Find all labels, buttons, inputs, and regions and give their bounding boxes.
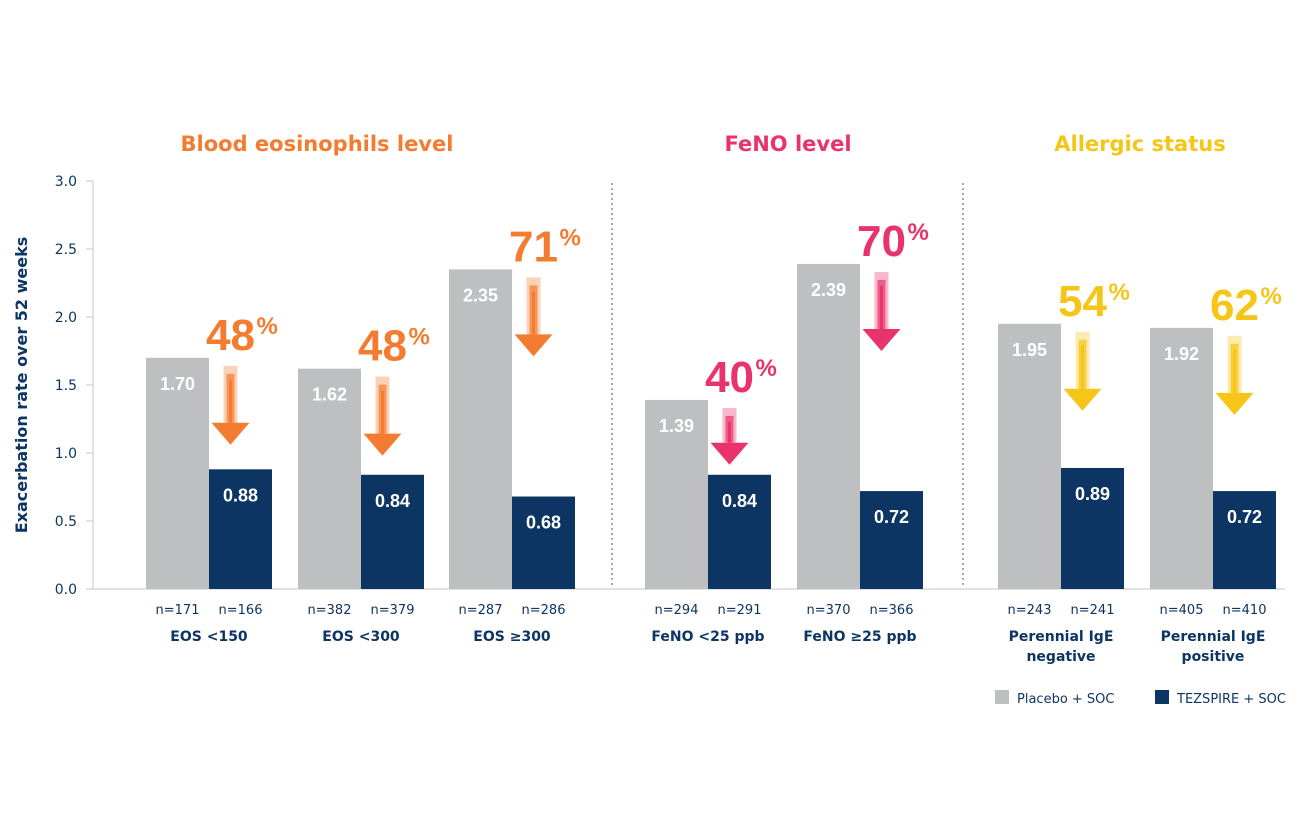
tezspire-value-label: 0.89	[1075, 484, 1110, 504]
reduction-percent-sign: %	[1261, 283, 1282, 310]
tezspire-bar	[1061, 467, 1124, 589]
reduction-arrow-icon	[363, 376, 402, 456]
placebo-value-label: 1.62	[312, 385, 347, 405]
category-label: EOS ≥300	[473, 629, 551, 645]
placebo-n-label: n=294	[655, 603, 699, 618]
tezspire-value-label: 0.68	[526, 513, 561, 533]
tezspire-n-label: n=379	[371, 603, 415, 618]
tezspire-value-label: 0.88	[223, 485, 258, 505]
category-label: FeNO ≥25 ppb	[803, 629, 916, 645]
placebo-n-label: n=287	[459, 603, 503, 618]
y-tick-label: 2.5	[55, 242, 77, 258]
placebo-bar	[298, 368, 361, 589]
y-tick-label: 3.0	[55, 174, 77, 190]
category-label: EOS <150	[170, 629, 248, 645]
category-label: negative	[1026, 649, 1095, 665]
tezspire-value-label: 0.84	[722, 491, 757, 511]
placebo-bar	[645, 399, 708, 589]
reduction-arrow-icon	[1215, 335, 1254, 415]
tezspire-bar	[512, 496, 575, 589]
placebo-value-label: 1.95	[1012, 340, 1047, 360]
y-tick-label: 0.5	[55, 514, 77, 530]
tezspire-value-label: 0.72	[874, 507, 909, 527]
placebo-value-label: 2.39	[811, 280, 846, 300]
tezspire-value-label: 0.84	[375, 491, 410, 511]
tezspire-value-label: 0.72	[1227, 507, 1262, 527]
tezspire-n-label: n=241	[1071, 603, 1115, 618]
reduction-percent: 70	[857, 217, 906, 266]
reduction-percent-sign: %	[756, 355, 777, 382]
placebo-n-label: n=370	[807, 603, 851, 618]
reduction-percent-sign: %	[908, 219, 929, 246]
tezspire-bar	[860, 491, 923, 589]
reduction-arrow-icon	[211, 365, 250, 445]
placebo-value-label: 1.39	[659, 416, 694, 436]
placebo-value-label: 1.92	[1164, 344, 1199, 364]
y-tick-label: 1.5	[55, 378, 77, 394]
y-axis-title: Exacerbation rate over 52 weeks	[12, 237, 31, 534]
y-tick-label: 1.0	[55, 446, 77, 462]
tezspire-bar	[209, 469, 272, 589]
placebo-n-label: n=171	[156, 603, 200, 618]
placebo-value-label: 2.35	[463, 285, 498, 305]
reduction-percent-sign: %	[257, 313, 278, 340]
y-tick-label: 0.0	[55, 582, 77, 598]
group-title: Blood eosinophils level	[181, 132, 454, 156]
placebo-n-label: n=243	[1008, 603, 1052, 618]
reduction-arrow-icon	[514, 277, 553, 357]
reduction-percent: 48	[206, 311, 255, 360]
reduction-percent-sign: %	[1109, 279, 1130, 306]
reduction-arrow-icon	[862, 271, 901, 351]
category-label: FeNO <25 ppb	[651, 629, 764, 645]
tezspire-n-label: n=166	[219, 603, 263, 618]
reduction-percent: 62	[1210, 281, 1259, 330]
category-label: Perennial IgE	[1009, 629, 1114, 645]
placebo-n-label: n=382	[308, 603, 352, 618]
tezspire-bar	[1213, 491, 1276, 589]
reduction-arrow-icon	[1063, 331, 1102, 411]
group-title: FeNO level	[724, 132, 851, 156]
legend-placebo-label: Placebo + SOC	[1017, 692, 1115, 707]
reduction-percent-sign: %	[409, 324, 430, 351]
category-label: positive	[1182, 649, 1245, 665]
reduction-percent: 48	[358, 322, 407, 371]
group-title: Allergic status	[1054, 132, 1225, 156]
placebo-bar	[998, 323, 1061, 589]
placebo-bar	[797, 263, 860, 589]
legend-tezspire-label: TEZSPIRE + SOC	[1176, 692, 1286, 707]
tezspire-bar	[361, 474, 424, 589]
placebo-n-label: n=405	[1160, 603, 1204, 618]
placebo-bar	[146, 357, 209, 589]
placebo-bar	[449, 269, 512, 589]
legend-placebo-swatch	[995, 690, 1009, 704]
legend-tezspire-swatch	[1155, 690, 1169, 704]
reduction-percent: 40	[705, 353, 754, 402]
tezspire-bar	[708, 474, 771, 589]
placebo-value-label: 1.70	[160, 374, 195, 394]
reduction-arrow-icon	[710, 407, 749, 465]
tezspire-n-label: n=286	[522, 603, 566, 618]
tezspire-n-label: n=291	[718, 603, 762, 618]
placebo-bar	[1150, 327, 1213, 589]
reduction-percent: 71	[509, 222, 558, 271]
category-label: Perennial IgE	[1161, 629, 1266, 645]
y-tick-label: 2.0	[55, 310, 77, 326]
tezspire-n-label: n=366	[870, 603, 914, 618]
category-label: EOS <300	[322, 629, 400, 645]
reduction-percent: 54	[1058, 277, 1107, 326]
reduction-percent-sign: %	[560, 224, 581, 251]
tezspire-n-label: n=410	[1223, 603, 1267, 618]
